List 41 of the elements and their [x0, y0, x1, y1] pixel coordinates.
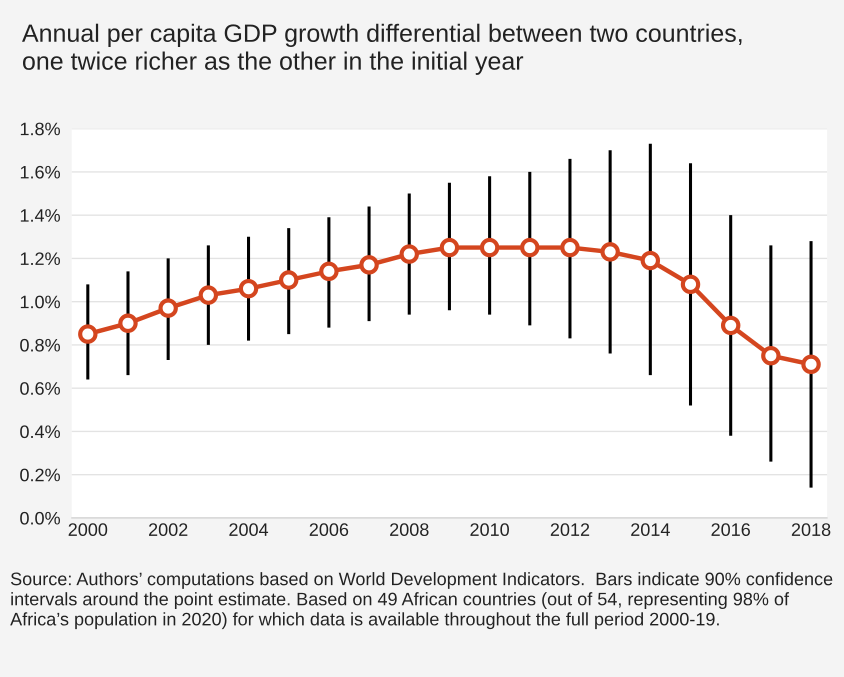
point — [801, 354, 821, 374]
point — [600, 242, 620, 262]
x-tick-label: 2016 — [712, 523, 750, 536]
y-tick-label: 1.0% — [20, 296, 60, 308]
point — [761, 346, 781, 366]
point — [440, 238, 460, 258]
chart-title: Annual per capita GDP growth differential between two countries, one twice richer as the other in the initial year — [22, 24, 742, 75]
y-tick-label: 0.2% — [20, 468, 60, 482]
x-tick-label: 2002 — [149, 523, 188, 536]
y-tick-label: 1.2% — [20, 252, 60, 266]
point — [319, 262, 339, 282]
y-tick-label: 0.0% — [20, 512, 60, 525]
point — [680, 274, 700, 294]
point — [359, 255, 379, 275]
point — [78, 324, 98, 344]
y-tick-label: 1.4% — [20, 209, 60, 222]
y-tick-label: 0.4% — [20, 425, 60, 438]
point — [118, 314, 138, 333]
x-tick-label: 2000 — [68, 523, 108, 536]
x-tick-label: 2004 — [229, 523, 268, 536]
source-note: Source: Authors’ computations based on World Development Indicators. Bars indicate 90% confidence intervals around the point estimate. Based on 49 African countries (out of 54, representing 98% of Africa’s population in 2020) for which data is available throughout the full period 2000-19. — [10, 572, 832, 630]
x-tick-label: 2012 — [550, 523, 590, 536]
point — [720, 316, 740, 336]
point — [560, 238, 580, 258]
y-tick-label: 0.8% — [20, 338, 60, 352]
point — [158, 298, 178, 318]
point — [480, 238, 500, 258]
point — [278, 270, 298, 290]
point — [238, 278, 258, 298]
y-tick-label: 0.6% — [20, 382, 60, 395]
x-tick-label: 2010 — [470, 523, 509, 536]
point — [400, 244, 419, 264]
x-tick-label: 2018 — [792, 523, 830, 536]
x-tick-label: 2014 — [631, 523, 670, 536]
x-tick-label: 2006 — [310, 523, 348, 536]
point — [520, 238, 540, 258]
point — [198, 285, 218, 305]
y-tick-label: 1.6% — [20, 166, 60, 179]
y-tick-label: 1.8% — [20, 122, 60, 136]
point — [640, 250, 660, 270]
x-tick-label: 2008 — [390, 523, 429, 536]
